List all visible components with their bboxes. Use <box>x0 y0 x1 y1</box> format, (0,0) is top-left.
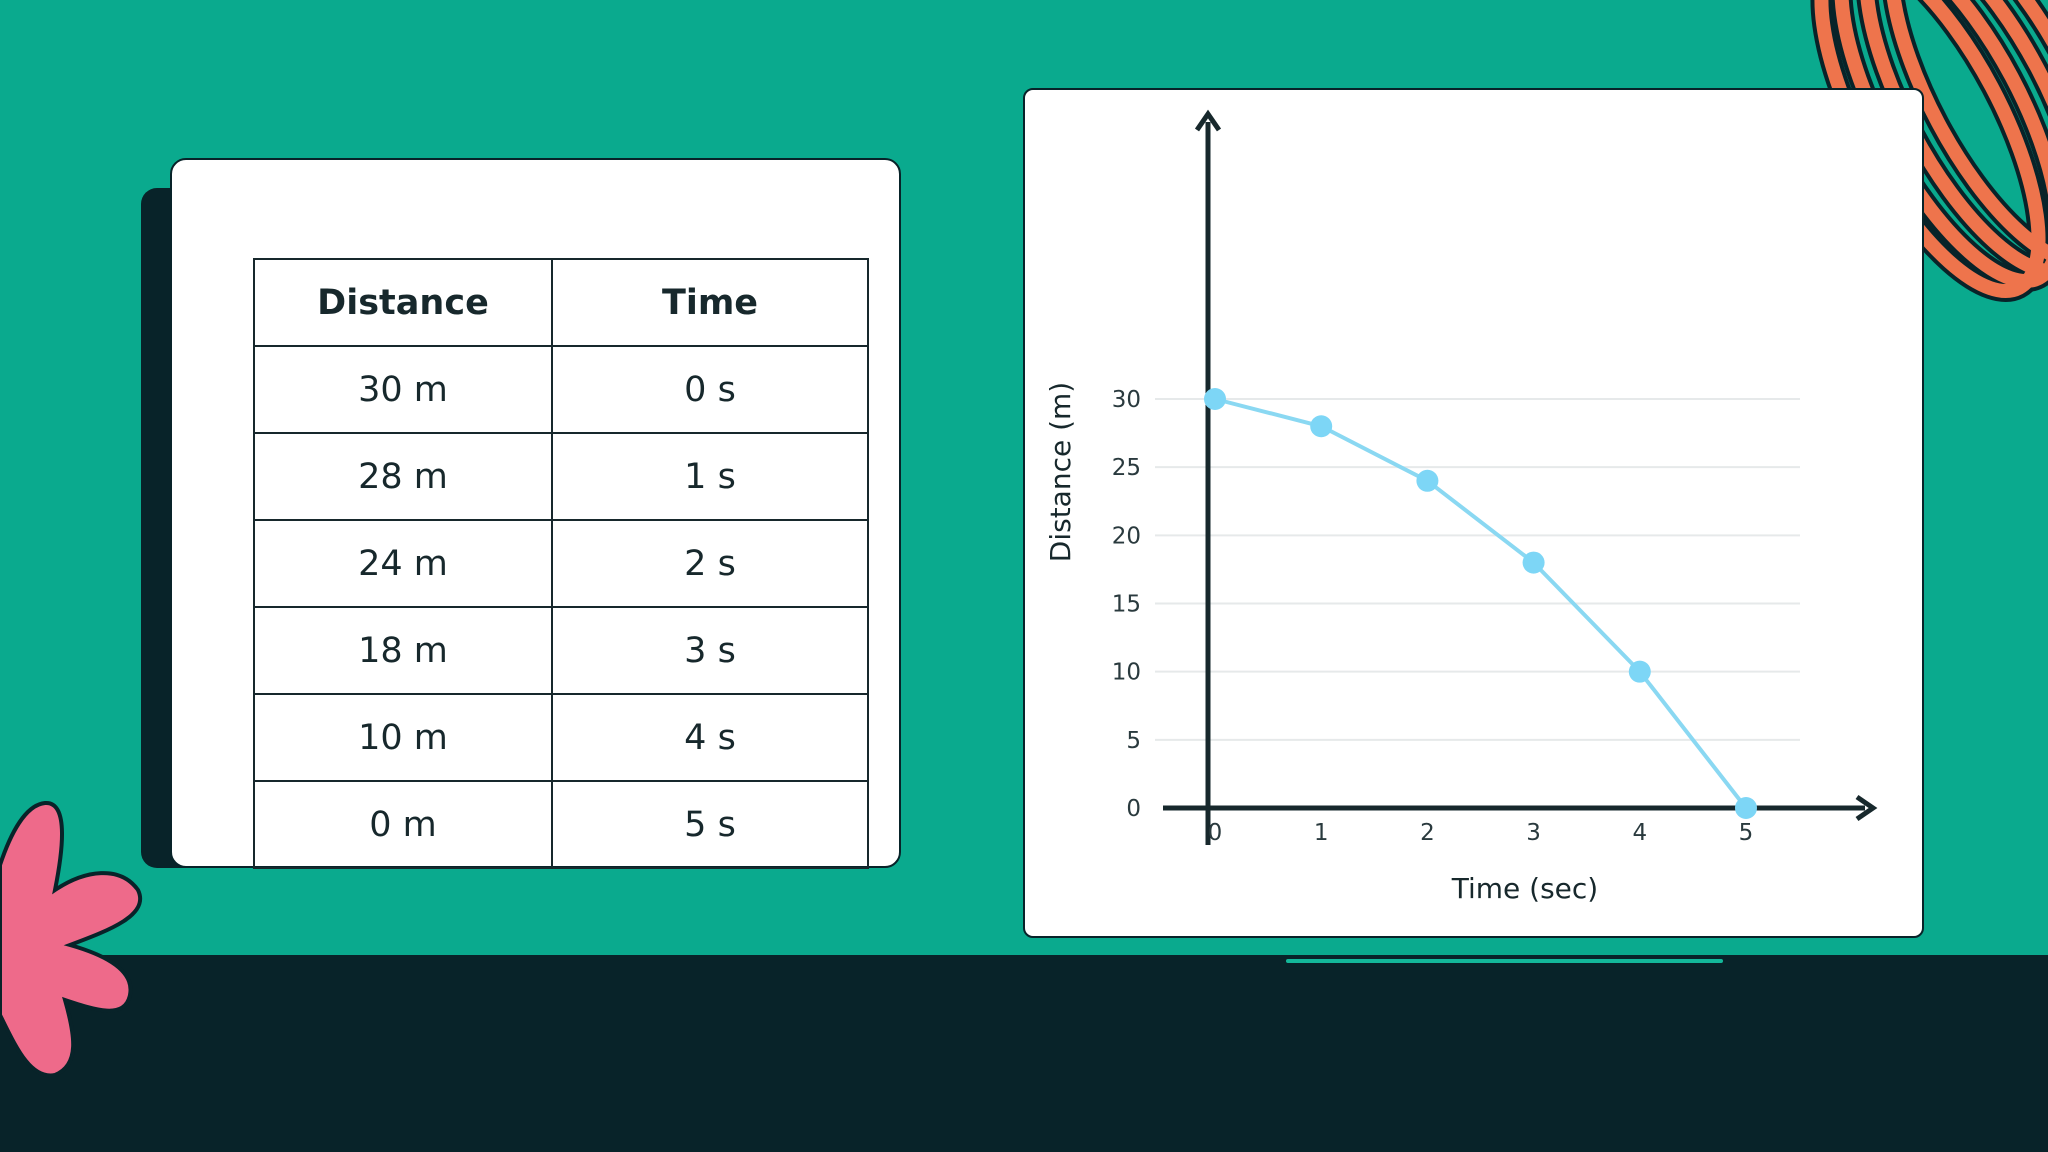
pink-blob-decoration <box>0 801 143 1078</box>
table-row: 24 m 2 s <box>253 519 869 608</box>
table-row: 18 m 3 s <box>253 606 869 695</box>
y-tick-label: 10 <box>1112 660 1141 686</box>
line-chart: 0 5 10 15 20 25 30 0 1 2 3 4 5 Distance (m) Time (s… <box>1044 109 1878 905</box>
data-point <box>1735 797 1757 819</box>
x-tick-label: 2 <box>1420 820 1435 846</box>
y-tick-label: 15 <box>1112 592 1141 618</box>
table-row: 10 m 4 s <box>253 693 869 782</box>
header-distance: Distance <box>253 258 553 347</box>
table-row: 30 m 0 s <box>253 345 869 434</box>
data-point <box>1310 415 1333 438</box>
cell-distance: 28 m <box>253 432 553 521</box>
table-header-row: Distance Time <box>253 258 869 347</box>
x-tick-label: 4 <box>1632 820 1647 846</box>
cell-time: 5 s <box>551 780 869 869</box>
floor-accent-line <box>1286 959 1723 963</box>
cell-time: 4 s <box>551 693 869 782</box>
data-point <box>1204 388 1226 410</box>
series-line <box>1214 397 1748 810</box>
y-tick-label: 30 <box>1112 387 1141 413</box>
y-tick-label: 25 <box>1112 455 1141 481</box>
cell-time: 2 s <box>551 519 869 608</box>
cell-time: 3 s <box>551 606 869 695</box>
y-tick-label: 0 <box>1126 796 1141 822</box>
x-axis-arrow <box>1855 794 1878 822</box>
cell-time: 1 s <box>551 432 869 521</box>
y-tick-label: 5 <box>1126 728 1141 754</box>
data-point <box>1628 660 1651 683</box>
distance-time-table: Distance Time 30 m 0 s 28 m 1 s 24 m 2 s… <box>253 258 869 869</box>
x-axis-title: Time (sec) <box>1451 872 1598 905</box>
cell-distance: 0 m <box>253 780 553 869</box>
header-time: Time <box>551 258 869 347</box>
cell-distance: 18 m <box>253 606 553 695</box>
y-tick-label: 20 <box>1112 523 1141 549</box>
chart-card: 0 5 10 15 20 25 30 0 1 2 3 4 5 Distance (m) Time (s… <box>1023 88 1924 938</box>
cell-distance: 24 m <box>253 519 553 608</box>
cell-distance: 10 m <box>253 693 553 782</box>
x-tick-label: 3 <box>1526 820 1541 846</box>
y-axis-title: Distance (m) <box>1044 382 1077 562</box>
cell-distance: 30 m <box>253 345 553 434</box>
cell-time: 0 s <box>551 345 869 434</box>
table-row: 0 m 5 s <box>253 780 869 869</box>
y-axis-arrow <box>1194 109 1222 132</box>
data-point <box>1522 551 1545 574</box>
x-tick-label: 5 <box>1739 820 1754 846</box>
x-tick-label: 0 <box>1208 820 1223 846</box>
data-point <box>1416 469 1439 492</box>
table-row: 28 m 1 s <box>253 432 869 521</box>
x-tick-label: 1 <box>1314 820 1329 846</box>
floor-band <box>0 955 2048 1152</box>
